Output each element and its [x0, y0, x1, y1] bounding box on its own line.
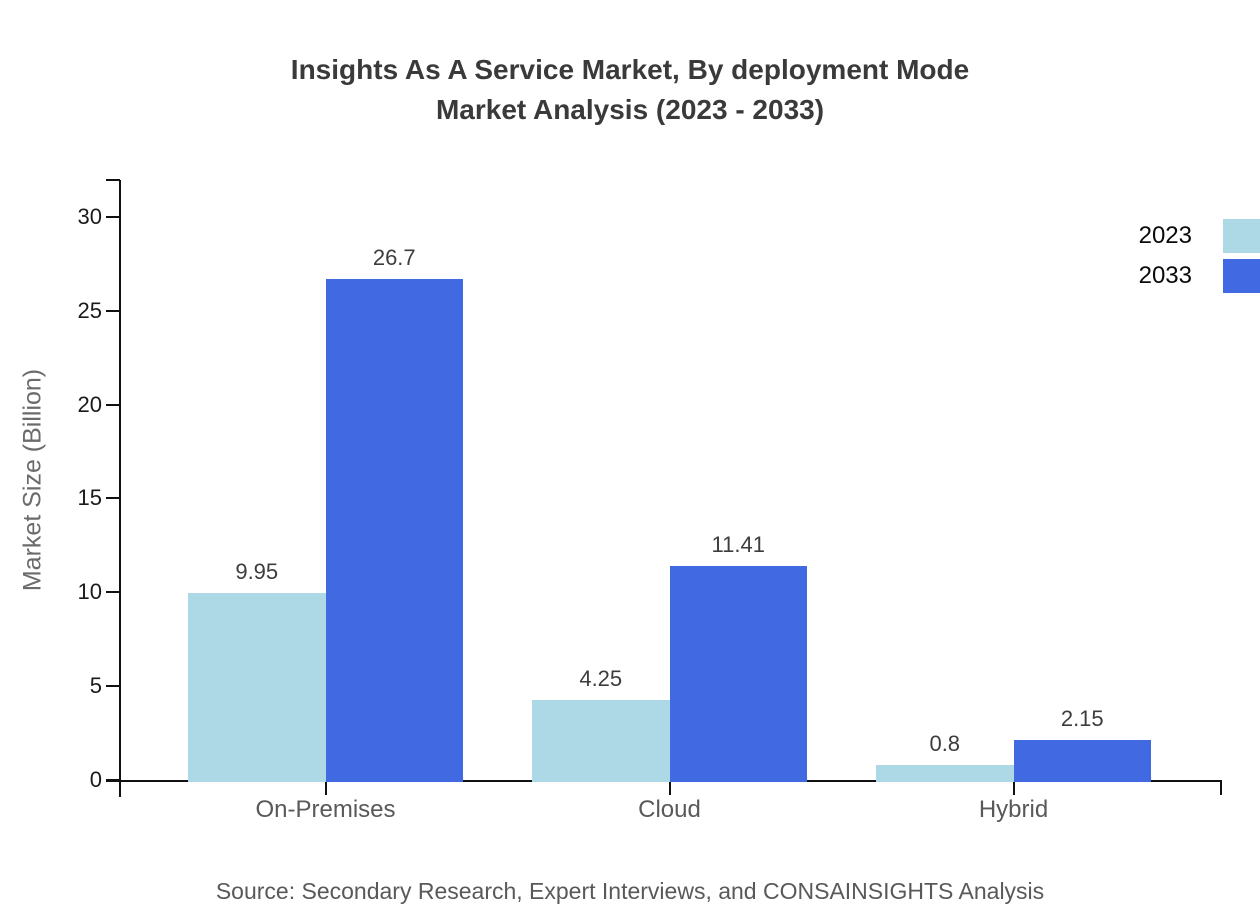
y-axis-end-cap	[106, 179, 120, 181]
y-tick-mark	[106, 497, 120, 500]
bar-2033-cloud	[669, 565, 807, 782]
bar-value-label: 0.8	[929, 730, 961, 756]
x-tick-mark	[324, 780, 327, 795]
y-tick-label: 30	[77, 203, 102, 229]
chart-title-line2: Market Analysis (2023 - 2033)	[435, 94, 825, 125]
y-tick-mark	[106, 779, 120, 781]
bar-2033-on-premises	[325, 278, 463, 782]
x-category-label: On-Premises	[255, 796, 396, 823]
bar-2023-cloud	[532, 700, 670, 782]
y-tick-mark	[106, 685, 120, 688]
y-tick-label: 15	[77, 485, 102, 511]
y-tick-mark	[106, 309, 120, 312]
y-tick-label: 20	[77, 391, 102, 417]
legend-swatch-2033	[1223, 259, 1260, 293]
bar-value-label: 2.15	[1060, 705, 1104, 731]
y-tick-label: 10	[77, 579, 102, 605]
bar-value-label: 9.95	[235, 559, 279, 585]
x-category-label: Hybrid	[978, 796, 1049, 823]
bar-value-label: 4.25	[579, 666, 623, 692]
bar-value-label: 11.41	[711, 531, 765, 557]
bar-2023-hybrid	[876, 764, 1014, 782]
y-tick-label: 5	[89, 673, 102, 699]
bar-value-label: 26.7	[372, 244, 416, 270]
chart-title: Insights As A Service Market, By deploym…	[0, 50, 1260, 130]
legend-label-2023: 2023	[1138, 222, 1192, 249]
legend-label-2033: 2033	[1138, 262, 1192, 289]
y-tick-mark	[106, 591, 120, 594]
y-axis-line	[119, 180, 121, 797]
x-tick-mark	[1012, 780, 1015, 795]
x-axis-end-cap	[1220, 780, 1222, 795]
y-tick-mark	[106, 215, 120, 218]
y-tick-mark	[106, 403, 120, 406]
x-tick-mark	[668, 780, 671, 795]
x-category-label: Cloud	[638, 796, 701, 823]
legend-swatch-2023	[1223, 219, 1260, 253]
bar-2023-on-premises	[188, 593, 326, 782]
y-tick-label: 0	[89, 767, 102, 792]
chart-title-line1: Insights As A Service Market, By deploym…	[290, 54, 970, 85]
bar-2033-hybrid	[1013, 739, 1151, 782]
source-caption: Source: Secondary Research, Expert Inter…	[215, 878, 1045, 904]
y-tick-label: 25	[77, 297, 102, 323]
